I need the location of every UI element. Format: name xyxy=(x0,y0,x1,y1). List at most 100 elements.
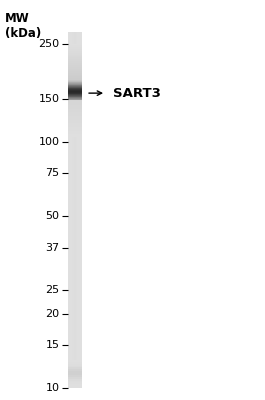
Bar xyxy=(68,134,82,136)
Bar xyxy=(68,106,82,108)
Bar xyxy=(68,89,82,90)
Bar xyxy=(68,74,82,76)
Bar xyxy=(68,105,82,106)
Bar xyxy=(68,86,82,87)
Bar xyxy=(68,103,82,104)
Bar xyxy=(68,124,82,126)
Bar xyxy=(68,136,82,137)
Bar xyxy=(68,49,82,50)
Bar xyxy=(68,127,82,128)
Bar xyxy=(68,65,82,66)
Bar xyxy=(68,364,82,366)
Bar xyxy=(68,91,82,92)
Bar xyxy=(68,132,82,133)
Bar xyxy=(68,128,82,130)
Bar xyxy=(68,60,82,61)
Bar xyxy=(68,83,82,84)
Bar xyxy=(68,71,82,72)
Bar xyxy=(68,379,82,380)
Bar xyxy=(68,93,82,94)
Bar xyxy=(68,64,82,65)
Text: 37: 37 xyxy=(46,243,60,253)
Bar xyxy=(68,111,82,112)
Bar xyxy=(68,380,82,382)
Bar xyxy=(68,51,82,52)
Bar xyxy=(68,100,82,101)
Bar xyxy=(68,82,82,83)
Bar xyxy=(68,131,82,132)
Bar xyxy=(68,88,82,89)
Bar xyxy=(68,53,82,54)
Text: MW
(kDa): MW (kDa) xyxy=(5,12,42,40)
Bar xyxy=(68,115,82,116)
Text: SART3: SART3 xyxy=(113,87,161,100)
Bar xyxy=(68,130,82,131)
Bar xyxy=(68,96,82,97)
Bar xyxy=(68,369,82,371)
Bar xyxy=(68,78,82,79)
Bar xyxy=(68,117,82,118)
Bar xyxy=(68,70,82,71)
Bar xyxy=(68,104,82,105)
Bar xyxy=(68,72,82,73)
Bar xyxy=(68,67,82,68)
Bar xyxy=(68,50,82,51)
Bar xyxy=(68,46,82,47)
Bar xyxy=(68,59,82,60)
Bar xyxy=(68,375,82,377)
Bar xyxy=(68,66,82,67)
Text: 10: 10 xyxy=(46,383,60,393)
Bar xyxy=(68,63,82,64)
Bar xyxy=(68,384,82,386)
Bar xyxy=(68,97,82,98)
Bar xyxy=(68,108,82,109)
Bar xyxy=(68,100,82,101)
Bar xyxy=(68,112,82,114)
Bar xyxy=(68,360,82,362)
Bar xyxy=(68,371,82,373)
Bar xyxy=(68,56,82,58)
Bar xyxy=(68,85,82,86)
Bar xyxy=(68,377,82,379)
Bar xyxy=(68,44,82,45)
Bar xyxy=(68,87,82,88)
Bar xyxy=(68,116,82,117)
Bar xyxy=(68,386,82,388)
Bar xyxy=(68,99,82,100)
Text: 20: 20 xyxy=(46,309,60,319)
Bar xyxy=(68,373,82,375)
Bar xyxy=(68,120,82,121)
Text: 15: 15 xyxy=(46,340,60,350)
Bar xyxy=(68,48,82,49)
Bar xyxy=(68,101,82,102)
Bar xyxy=(68,123,82,124)
Text: 25: 25 xyxy=(46,285,60,295)
Bar xyxy=(68,114,82,115)
Bar xyxy=(68,382,82,384)
Bar xyxy=(68,69,82,70)
Bar xyxy=(68,104,82,105)
Text: 50: 50 xyxy=(46,211,60,221)
Bar xyxy=(68,68,82,69)
Bar xyxy=(68,126,82,127)
Bar xyxy=(68,54,82,56)
Bar xyxy=(68,118,82,120)
Bar xyxy=(68,109,82,110)
Bar xyxy=(68,122,82,123)
Bar xyxy=(68,73,82,74)
Bar xyxy=(68,62,82,63)
Bar xyxy=(68,81,82,82)
Text: 250: 250 xyxy=(38,39,60,49)
Bar xyxy=(68,76,82,78)
Bar xyxy=(68,61,82,62)
Bar xyxy=(68,52,82,53)
Bar xyxy=(68,45,82,46)
Bar xyxy=(68,105,82,106)
Bar xyxy=(68,368,82,369)
Text: 100: 100 xyxy=(39,137,60,147)
Bar xyxy=(68,80,82,81)
Bar xyxy=(68,84,82,85)
Bar xyxy=(68,110,82,111)
Text: 75: 75 xyxy=(46,168,60,178)
Bar xyxy=(68,81,82,82)
